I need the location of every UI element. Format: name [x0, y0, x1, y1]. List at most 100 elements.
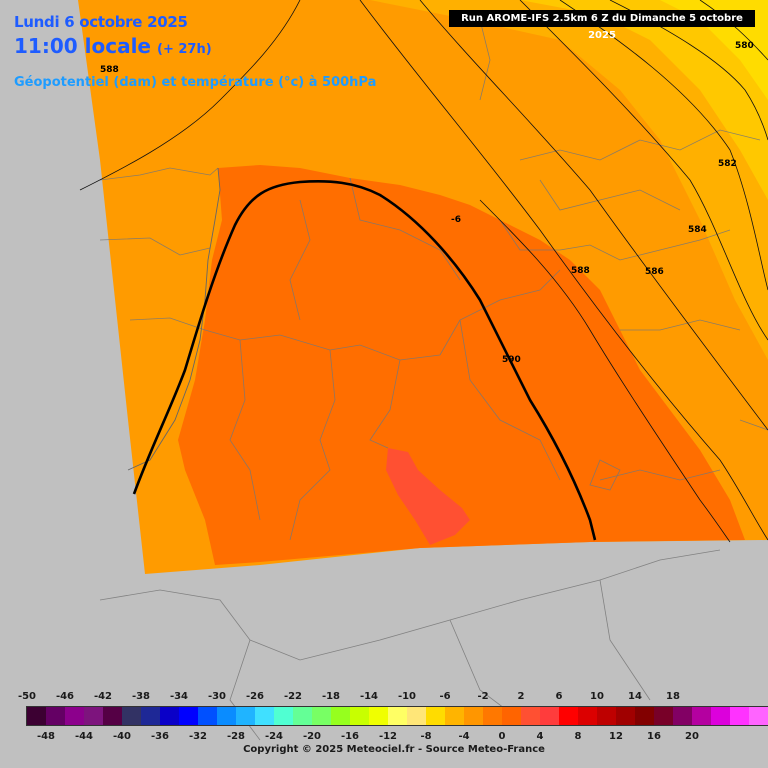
coastline	[127, 167, 221, 471]
forecast-date: Lundi 6 octobre 2025	[14, 13, 188, 31]
run-info: Run AROME-IFS 2.5km 6 Z du Dimanche 5 oc…	[449, 10, 755, 41]
color-swatch	[483, 707, 502, 725]
color-scale-top-label: 10	[590, 691, 604, 702]
color-scale-bottom-label: -24	[264, 731, 284, 742]
contour-label-580: 580	[735, 41, 754, 51]
color-swatch	[388, 707, 407, 725]
color-swatch	[711, 707, 730, 725]
color-scale-top-label: -22	[283, 691, 303, 702]
color-scale-bottom-label: -32	[188, 731, 208, 742]
temperature-field-minus-12	[520, 0, 768, 200]
color-scale-bottom-label: -4	[458, 731, 470, 742]
color-swatch	[236, 707, 255, 725]
color-swatch	[198, 707, 217, 725]
color-scale-bottom-label: -48	[36, 731, 56, 742]
color-swatch	[635, 707, 654, 725]
color-swatch	[616, 707, 635, 725]
color-scale-top-label: -26	[245, 691, 265, 702]
color-swatch	[692, 707, 711, 725]
temperature-field-minus-10	[370, 0, 768, 360]
color-scale-bottom-label: -16	[340, 731, 360, 742]
color-scale-top-label: -2	[477, 691, 489, 702]
color-swatch	[141, 707, 160, 725]
color-swatch	[407, 707, 426, 725]
contour-label-582: 582	[718, 159, 737, 169]
color-scale-top-label: 2	[517, 691, 525, 702]
color-swatch	[578, 707, 597, 725]
color-swatch	[559, 707, 578, 725]
color-swatch	[369, 707, 388, 725]
color-swatch	[84, 707, 103, 725]
color-scale-bottom-label: 4	[536, 731, 544, 742]
contour-label-586: 586	[645, 267, 664, 277]
temperature-label: -6	[451, 215, 461, 225]
color-swatch	[730, 707, 749, 725]
color-swatch	[350, 707, 369, 725]
color-scale-top-label: 14	[628, 691, 642, 702]
color-scale	[26, 706, 768, 726]
color-swatch	[445, 707, 464, 725]
color-swatch	[654, 707, 673, 725]
color-swatch	[331, 707, 350, 725]
color-scale-bottom-label: -20	[302, 731, 322, 742]
color-swatch	[255, 707, 274, 725]
contour-label-588-west: 588	[100, 65, 119, 75]
color-swatch	[46, 707, 65, 725]
color-scale-top-label: -50	[17, 691, 37, 702]
color-scale-top-label: -38	[131, 691, 151, 702]
contour-label-590: 590	[502, 355, 521, 365]
color-swatch	[293, 707, 312, 725]
color-scale-bottom-label: -8	[420, 731, 432, 742]
color-scale-top-label: 6	[555, 691, 563, 702]
color-swatch	[122, 707, 141, 725]
color-scale-bottom-label: -44	[74, 731, 94, 742]
color-swatch	[521, 707, 540, 725]
geopotential-contours	[79, 0, 768, 543]
color-swatch	[217, 707, 236, 725]
contour-label-588: 588	[571, 266, 590, 276]
color-scale-top-label: -34	[169, 691, 189, 702]
color-scale-top-label: -30	[207, 691, 227, 702]
color-scale-bottom-label: 8	[574, 731, 582, 742]
forecast-time: 11:00 locale (+ 27h)	[14, 34, 212, 58]
color-swatch	[673, 707, 692, 725]
color-scale-bottom-label: -28	[226, 731, 246, 742]
color-swatch	[274, 707, 293, 725]
color-scale-bottom-label: 12	[609, 731, 623, 742]
contour-590	[132, 180, 597, 541]
color-swatch	[540, 707, 559, 725]
color-scale-top-label: 18	[666, 691, 680, 702]
color-swatch	[426, 707, 445, 725]
color-scale-bottom-label: -12	[378, 731, 398, 742]
border-lines	[99, 19, 768, 741]
contour-label-584: 584	[688, 225, 707, 235]
color-scale-top-label: -42	[93, 691, 113, 702]
color-swatch	[502, 707, 521, 725]
color-scale-top-label: -6	[439, 691, 451, 702]
color-scale-bottom-label: -40	[112, 731, 132, 742]
color-swatch	[749, 707, 768, 725]
color-scale-bottom-label: -36	[150, 731, 170, 742]
color-scale-top-label: -46	[55, 691, 75, 702]
color-scale-top-label: -14	[359, 691, 379, 702]
color-scale-top-label: -18	[321, 691, 341, 702]
color-scale-bottom-label: 16	[647, 731, 661, 742]
color-swatch	[464, 707, 483, 725]
color-scale-bottom-label: 20	[685, 731, 699, 742]
color-swatch	[160, 707, 179, 725]
color-swatch	[179, 707, 198, 725]
color-swatch	[312, 707, 331, 725]
parameter-title: Géopotentiel (dam) et température (°c) à…	[14, 75, 377, 90]
color-swatch	[597, 707, 616, 725]
color-scale-bottom-label: 0	[498, 731, 506, 742]
lead-time: (+ 27h)	[157, 42, 212, 57]
color-scale-top-label: -10	[397, 691, 417, 702]
temperature-field-minus-4	[386, 448, 470, 545]
temperature-field-minus-6	[178, 165, 745, 565]
color-swatch	[65, 707, 84, 725]
copyright: Copyright © 2025 Meteociel.fr - Source M…	[243, 744, 545, 755]
local-time: 11:00 locale	[14, 34, 151, 58]
color-swatch	[27, 707, 46, 725]
color-swatch	[103, 707, 122, 725]
